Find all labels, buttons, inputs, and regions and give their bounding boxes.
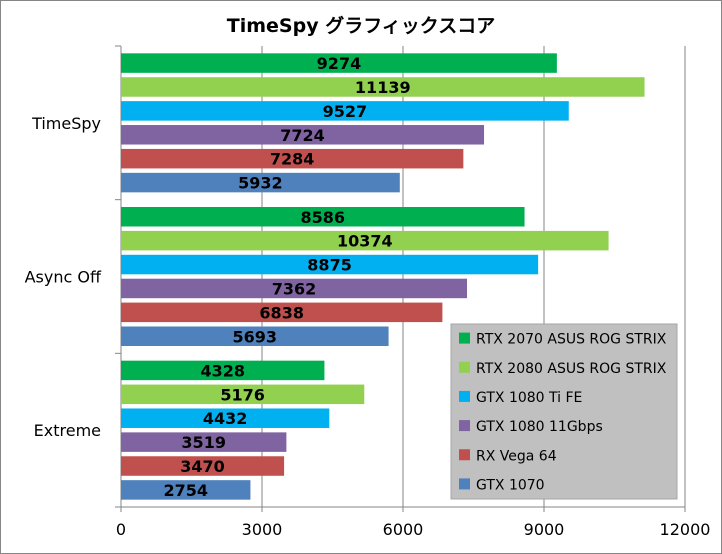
data-label: 7362 — [272, 279, 317, 298]
bar — [121, 278, 468, 299]
y-category-label: Extreme — [34, 421, 101, 440]
legend-swatch — [459, 361, 470, 373]
x-tick-label: 9000 — [524, 520, 565, 539]
legend-label: RTX 2080 ASUS ROG STRIX — [476, 361, 667, 377]
data-label: 7284 — [270, 150, 315, 169]
bar — [121, 432, 287, 452]
data-label: 2754 — [163, 481, 208, 500]
legend-label: RX Vega 64 — [476, 448, 557, 464]
data-label: 9527 — [323, 102, 368, 121]
legend-swatch — [459, 420, 470, 432]
bar — [121, 384, 365, 405]
gridlines — [261, 46, 686, 507]
data-label: 3470 — [180, 457, 225, 476]
legend-label: GTX 1080 11Gbps — [476, 419, 603, 435]
bar — [121, 456, 285, 476]
legend-label: RTX 2070 ASUS ROG STRIX — [476, 332, 667, 348]
data-label: 5932 — [238, 174, 283, 193]
data-label: 7724 — [280, 126, 325, 145]
legend-swatch — [459, 332, 470, 344]
legend-swatch — [459, 478, 470, 490]
bar — [121, 326, 389, 346]
data-label: 3519 — [181, 433, 226, 452]
data-label: 4432 — [203, 409, 248, 428]
x-tick-label: 6000 — [383, 520, 424, 539]
legend-label: GTX 1070 — [476, 477, 545, 493]
data-label: 5176 — [220, 385, 265, 404]
bar — [121, 302, 443, 323]
data-label: 5693 — [233, 327, 278, 346]
bar — [121, 77, 645, 97]
y-category-label: TimeSpy — [31, 114, 101, 133]
bar — [121, 53, 557, 73]
bar — [121, 207, 525, 227]
data-label: 4328 — [200, 361, 245, 380]
bar — [121, 172, 400, 193]
data-label: 10374 — [337, 232, 393, 251]
bar — [121, 408, 330, 428]
data-labels: 9274 11139 9527 7724 7284 5932 8586 10374 8875 73… — [163, 54, 410, 500]
bar — [121, 125, 485, 145]
bar — [121, 360, 325, 381]
bar — [121, 148, 464, 169]
bars — [121, 53, 645, 500]
data-label: 11139 — [355, 78, 411, 97]
bar — [121, 230, 609, 251]
legend-swatch — [459, 449, 470, 461]
y-category-label: Async Off — [25, 268, 102, 287]
data-label: 8586 — [301, 208, 346, 227]
legend-label: GTX 1080 Ti FE — [476, 390, 582, 406]
x-tick-label: 3000 — [242, 520, 283, 539]
legend: RTX 2070 ASUS ROG STRIX RTX 2080 ASUS ROG… — [450, 323, 678, 500]
x-tick-label: 0 — [116, 520, 126, 539]
data-label: 6838 — [259, 303, 304, 322]
bar — [121, 254, 539, 275]
chart-title: TimeSpy グラフィックスコア — [227, 14, 496, 37]
legend-box — [450, 323, 678, 500]
data-label: 8875 — [307, 256, 352, 275]
legend-swatch — [459, 390, 470, 402]
data-label: 9274 — [317, 54, 362, 73]
axes: 0 3000 6000 9000 12000 TimeSpy Async Off Extrem… — [25, 45, 711, 539]
bar — [121, 480, 251, 500]
x-tick-label: 12000 — [660, 520, 711, 539]
bar — [121, 101, 569, 121]
